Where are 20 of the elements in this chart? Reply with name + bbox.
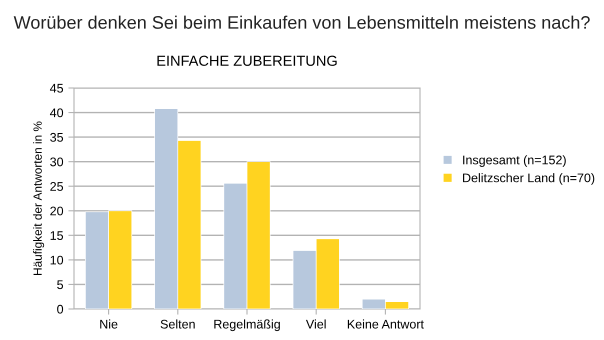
y-tick-label: 25 (50, 182, 64, 191)
y-tick-label: 45 (50, 84, 64, 93)
y-tick-label: 0 (57, 304, 64, 314)
y-tick-label: 40 (50, 108, 64, 118)
x-tick-label: Viel (306, 319, 326, 329)
x-tick-label: Regelmäßig (214, 319, 280, 332)
y-axis-title: Häufigkeit der Antworten in % (33, 121, 44, 275)
x-tick-label: Nie (100, 319, 118, 329)
legend-label: Delitzscher Land (n=70) (463, 173, 594, 185)
chart-title: Worüber denken Sei beim Einkaufen von Lebensmitteln meistens nach? (14, 16, 590, 29)
y-tick-label: 10 (50, 256, 64, 265)
y-tick-label: 35 (50, 132, 64, 142)
y-tick-label: 20 (50, 206, 64, 216)
x-tick-label: Selten (160, 319, 195, 329)
legend-label: Insgesamt (n=152) (463, 155, 566, 167)
chart-subtitle: EINFACHE ZUBEREITUNG (157, 56, 337, 66)
y-tick-label: 15 (50, 231, 64, 240)
y-tick-label: 5 (57, 280, 64, 290)
y-tick-label: 30 (50, 157, 64, 166)
x-tick-label: Keine Antwort (348, 319, 424, 329)
